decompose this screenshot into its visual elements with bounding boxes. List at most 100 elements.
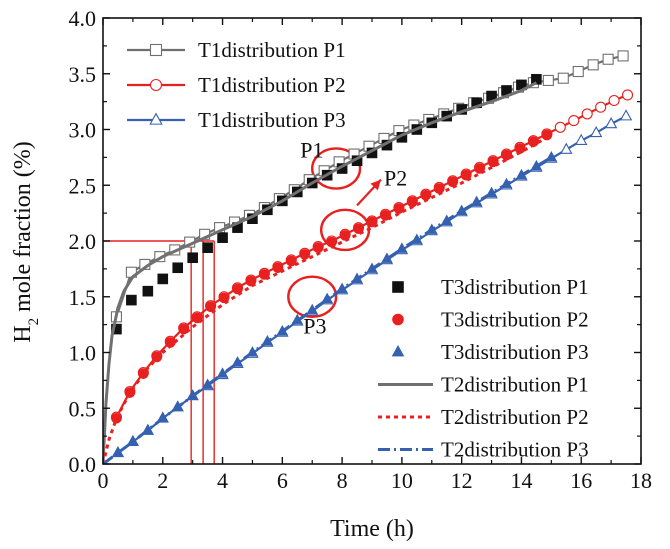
x-tick-label-0: 0 bbox=[98, 468, 109, 493]
data-point-t3distribution-p2-14 bbox=[299, 249, 311, 260]
data-point-t3distribution-p3-29 bbox=[545, 151, 558, 162]
x-tick-label-18: 18 bbox=[630, 468, 652, 493]
data-point-t3distribution-p1-3 bbox=[157, 273, 169, 285]
data-point-t3distribution-p1-1 bbox=[126, 294, 137, 306]
y-axis-label-main: H bbox=[10, 325, 36, 342]
data-point-t1distribution-p1-31 bbox=[572, 65, 584, 78]
y-tick-label-0.5: 0.5 bbox=[69, 396, 97, 421]
series-line-t2distribution-p1 bbox=[103, 81, 538, 464]
data-point-t1distribution-p1-29 bbox=[542, 74, 554, 86]
data-point-t3distribution-p3-7 bbox=[216, 367, 229, 378]
legend-entry-t2distribution-p2: T2distribution P2 bbox=[378, 405, 589, 429]
y-tick-label-2.5: 2.5 bbox=[69, 173, 97, 198]
annotation-label-p3: P3 bbox=[303, 314, 326, 339]
y-axis-label: H2 mole fraction (%) bbox=[10, 141, 42, 342]
y-tick-label-3.5: 3.5 bbox=[69, 62, 97, 87]
data-point-t1distribution-p2-38 bbox=[621, 89, 634, 101]
data-point-t3distribution-p1-6 bbox=[202, 242, 213, 253]
x-tick-label-14: 14 bbox=[510, 468, 532, 493]
x-tick-label-2: 2 bbox=[157, 468, 168, 493]
data-point-t1distribution-p3-31 bbox=[575, 133, 588, 145]
legend-marker-t1distribution-p1 bbox=[149, 43, 163, 57]
data-point-t1distribution-p1-32 bbox=[587, 59, 599, 71]
legend-layer: P1 P2 P3 T1distribution P1 T1distribution P2… bbox=[127, 38, 589, 462]
y-axis-label-rest: mole fraction (%) bbox=[10, 141, 36, 318]
highlight-ellipse-p1 bbox=[311, 147, 362, 190]
legend-label-t1distribution-p1: T1distribution P1 bbox=[198, 38, 346, 62]
y-tick-label-1.0: 1.0 bbox=[69, 341, 97, 366]
data-point-t1distribution-p2-37 bbox=[608, 94, 620, 107]
annotation-layer bbox=[103, 147, 382, 464]
series-line-t2distribution-p2 bbox=[103, 133, 553, 464]
data-point-t3distribution-p3-0 bbox=[112, 446, 124, 457]
data-point-t3distribution-p2-19 bbox=[366, 216, 378, 228]
legend-entry-t1distribution-p1: T1distribution P1 bbox=[127, 38, 346, 62]
data-point-t1distribution-p2-33 bbox=[554, 121, 566, 133]
y-tick-label-4.0: 4.0 bbox=[69, 6, 97, 31]
legend-marker-t1distribution-p2 bbox=[149, 78, 163, 92]
legend-entry-t2distribution-p1: T2distribution P1 bbox=[378, 373, 589, 397]
x-tick-label-6: 6 bbox=[277, 468, 288, 493]
data-point-t3distribution-p2-15 bbox=[312, 242, 324, 253]
series-layer bbox=[103, 50, 634, 464]
y-tick-label-0.0: 0.0 bbox=[69, 452, 97, 477]
legend-label-t3distribution-p2: T3distribution P2 bbox=[441, 308, 589, 332]
data-point-t3distribution-p2-18 bbox=[353, 223, 364, 235]
data-point-t1distribution-p3-34 bbox=[619, 109, 633, 121]
y-tick-label-1.5: 1.5 bbox=[69, 285, 97, 310]
series-t2distribution-p3 bbox=[103, 156, 553, 464]
x-axis-label: Time (h) bbox=[330, 516, 414, 542]
data-point-t1distribution-p2-36 bbox=[595, 101, 607, 113]
data-point-t1distribution-p1-30 bbox=[557, 72, 569, 84]
series-t2distribution-p1 bbox=[103, 81, 538, 464]
annotation-label-p2: P2 bbox=[384, 165, 407, 190]
annotation-arrow-head bbox=[370, 179, 381, 191]
data-point-t1distribution-p3-32 bbox=[589, 125, 603, 138]
data-point-t1distribution-p1-33 bbox=[602, 53, 614, 65]
legend-entry-t3distribution-p2: T3distribution P2 bbox=[392, 308, 589, 332]
y-tick-label-3.0: 3.0 bbox=[69, 118, 97, 143]
data-point-t3distribution-p1-4 bbox=[172, 262, 184, 274]
legend-marker-t3distribution-p2 bbox=[392, 313, 404, 326]
legend-marker-t3distribution-p3 bbox=[391, 345, 405, 357]
data-point-t1distribution-p2-35 bbox=[581, 108, 593, 120]
series-line-t2distribution-p3 bbox=[103, 156, 553, 464]
data-point-t3distribution-p2-12 bbox=[272, 262, 284, 274]
legend-entry-t3distribution-p1: T3distribution P1 bbox=[392, 275, 589, 299]
data-point-t3distribution-p2-13 bbox=[285, 255, 297, 267]
y-axis-label-sub: 2 bbox=[26, 318, 42, 326]
legend-label-t3distribution-p1: T3distribution P1 bbox=[441, 275, 589, 299]
data-point-t3distribution-p1-0 bbox=[111, 323, 122, 335]
legend-marker-t1distribution-p3 bbox=[149, 112, 163, 125]
x-tick-label-16: 16 bbox=[570, 468, 592, 493]
data-point-t3distribution-p3-13 bbox=[306, 303, 318, 315]
annotation-label-p1: P1 bbox=[300, 137, 323, 162]
data-point-t1distribution-p2-34 bbox=[568, 115, 580, 127]
x-tick-label-4: 4 bbox=[217, 468, 228, 493]
data-point-t3distribution-p1-2 bbox=[142, 285, 154, 297]
data-point-t3distribution-p2-9 bbox=[232, 283, 243, 295]
legend-label-t1distribution-p2: T1distribution P2 bbox=[198, 73, 346, 97]
legend-label-t3distribution-p3: T3distribution P3 bbox=[441, 340, 589, 364]
data-point-t3distribution-p2-21 bbox=[393, 203, 405, 214]
y-tick-label-2.0: 2.0 bbox=[69, 229, 97, 254]
data-point-t3distribution-p1-5 bbox=[187, 252, 198, 264]
legend-entry-t1distribution-p3: T1distribution P3 bbox=[127, 108, 346, 132]
axis-layer: 0 2 4 6 8 10 12 14 16 18 0.0 0.5 1.0 1.5 2.0 2.5 3.0 3.5 4… bbox=[69, 6, 653, 493]
legend-label-t1distribution-p3: T1distribution P3 bbox=[198, 108, 346, 132]
legend-label-t2distribution-p2: T2distribution P2 bbox=[441, 405, 589, 429]
x-tick-label-10: 10 bbox=[391, 468, 413, 493]
legend-marker-t3distribution-p1 bbox=[392, 281, 404, 293]
highlight-ellipse-p3 bbox=[287, 275, 338, 319]
x-tick-label-8: 8 bbox=[337, 468, 348, 493]
legend-entry-t3distribution-p3: T3distribution P3 bbox=[391, 340, 589, 364]
data-point-t3distribution-p2-0 bbox=[111, 412, 122, 424]
data-point-t1distribution-p3-30 bbox=[560, 142, 573, 154]
legend-entry-t1distribution-p2: T1distribution P2 bbox=[127, 73, 346, 97]
data-point-t3distribution-p2-7 bbox=[205, 301, 216, 313]
legend-label-t2distribution-p3: T2distribution P3 bbox=[441, 438, 589, 462]
series-t2distribution-p2 bbox=[103, 133, 553, 464]
data-point-t3distribution-p2-24 bbox=[433, 183, 445, 194]
data-point-t3distribution-p2-25 bbox=[447, 176, 459, 188]
